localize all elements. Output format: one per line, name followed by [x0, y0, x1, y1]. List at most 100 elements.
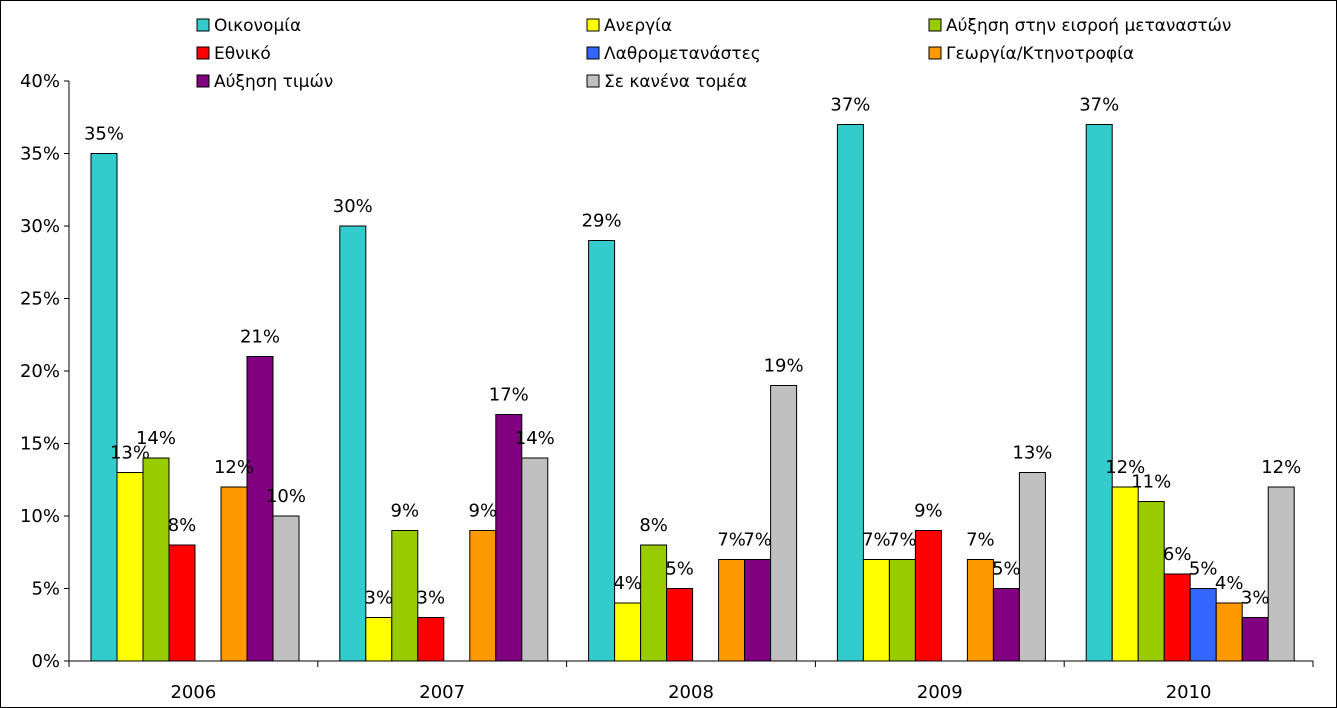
bar — [836, 124, 864, 662]
bar — [1241, 617, 1269, 662]
data-label: 11% — [1131, 472, 1171, 493]
bar — [168, 544, 196, 662]
bar — [90, 153, 118, 662]
bar — [365, 617, 393, 662]
data-label: 14% — [136, 428, 176, 449]
data-label: 35% — [84, 124, 124, 145]
data-label: 5% — [1189, 559, 1218, 580]
bar — [1267, 486, 1295, 662]
data-label: 6% — [1163, 544, 1192, 565]
legend-swatch — [586, 46, 600, 60]
bar — [588, 240, 616, 662]
data-label: 9% — [469, 501, 498, 522]
bar — [666, 588, 694, 662]
legend-swatch — [196, 74, 210, 88]
legend: Οικονομία Ανεργία Αύξηση στην εισροή μεταν… — [196, 16, 1231, 92]
bar — [718, 559, 746, 662]
bar — [272, 515, 300, 662]
data-label: 7% — [717, 530, 746, 551]
legend-swatch — [928, 18, 942, 32]
bar — [391, 530, 419, 662]
data-label: 13% — [1012, 443, 1052, 464]
bar — [640, 544, 668, 662]
data-label: 8% — [168, 515, 197, 536]
data-label: 3% — [365, 588, 394, 609]
x-axis: 2006 2007 2008 2009 2010 — [68, 660, 1314, 703]
data-label: 30% — [333, 196, 373, 217]
legend-label: Γεωργία/Κτηνοτροφία — [946, 44, 1134, 64]
bar — [770, 385, 798, 662]
bar — [966, 559, 994, 662]
data-label: 9% — [391, 501, 420, 522]
legend-swatch — [196, 46, 210, 60]
bar — [469, 530, 497, 662]
x-tick-label: 2006 — [170, 682, 216, 703]
bar — [888, 559, 916, 662]
bar — [339, 225, 367, 662]
data-label: 3% — [1241, 588, 1270, 609]
y-tick-label: 35% — [20, 144, 60, 165]
data-label: 8% — [639, 515, 668, 536]
bar — [246, 356, 274, 662]
data-label: 7% — [966, 530, 995, 551]
legend-swatch — [586, 74, 600, 88]
bar — [220, 486, 248, 662]
legend-label: Ανεργία — [604, 16, 672, 36]
data-label: 17% — [489, 385, 529, 406]
y-tick-label: 40% — [20, 71, 60, 92]
bar — [1163, 573, 1191, 662]
data-label: 3% — [417, 588, 446, 609]
y-tick-label: 5% — [31, 579, 60, 600]
bar — [1018, 472, 1046, 662]
legend-label: Λαθρομετανάστες — [604, 44, 761, 64]
data-label: 13% — [110, 443, 150, 464]
x-tick-label: 2010 — [1166, 682, 1212, 703]
x-tick-label: 2007 — [419, 682, 465, 703]
bar — [862, 559, 890, 662]
data-label: 5% — [992, 559, 1021, 580]
bar — [116, 472, 144, 662]
bar — [142, 457, 170, 662]
bar — [417, 617, 445, 662]
bar — [495, 414, 523, 662]
legend-swatch — [928, 46, 942, 60]
y-tick-label: 15% — [20, 434, 60, 455]
bar — [1215, 602, 1243, 662]
y-tick-label: 0% — [31, 651, 60, 672]
data-label: 7% — [743, 530, 772, 551]
y-tick-label: 20% — [20, 361, 60, 382]
legend-swatch — [586, 18, 600, 32]
legend-label: Οικονομία — [214, 16, 301, 36]
data-label: 7% — [862, 530, 891, 551]
bar — [992, 588, 1020, 662]
data-label: 4% — [613, 573, 642, 594]
data-label: 4% — [1215, 573, 1244, 594]
data-label: 12% — [1261, 457, 1301, 478]
y-tick-label: 10% — [20, 506, 60, 527]
bar — [1189, 588, 1217, 662]
y-axis: 0% 5% 10% 15% 20% 25% 30% 35% 40% — [20, 71, 70, 672]
bar — [1085, 124, 1113, 662]
legend-label: Αύξηση τιμών — [214, 72, 333, 92]
data-labels: 35%30%29%37% 37%13%3%4%7%12%14%9%8%7%11%8… — [84, 95, 1301, 609]
x-tick-label: 2008 — [668, 682, 714, 703]
data-label: 21% — [240, 327, 280, 348]
legend-label: Εθνικό — [214, 44, 271, 64]
x-tick-label: 2009 — [917, 682, 963, 703]
data-label: 37% — [1079, 95, 1119, 116]
data-label: 5% — [665, 559, 694, 580]
data-label: 14% — [515, 428, 555, 449]
data-label: 10% — [266, 486, 306, 507]
data-label: 19% — [764, 356, 804, 377]
bars — [90, 124, 1295, 662]
legend-swatch — [196, 18, 210, 32]
data-label: 29% — [582, 211, 622, 232]
data-label: 12% — [214, 457, 254, 478]
bar — [521, 457, 549, 662]
bar — [744, 559, 772, 662]
data-label: 9% — [914, 501, 943, 522]
y-tick-label: 25% — [20, 289, 60, 310]
legend-label: Σε κανένα τομέα — [604, 72, 747, 92]
